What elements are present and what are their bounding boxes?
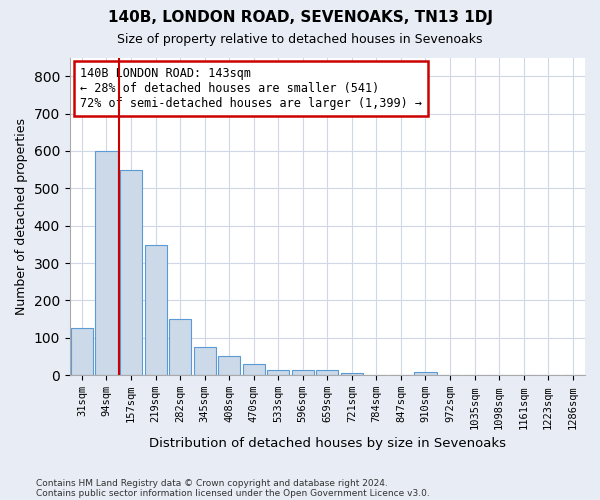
X-axis label: Distribution of detached houses by size in Sevenoaks: Distribution of detached houses by size … xyxy=(149,437,506,450)
Bar xyxy=(169,319,191,375)
Text: Contains public sector information licensed under the Open Government Licence v3: Contains public sector information licen… xyxy=(36,490,430,498)
Bar xyxy=(415,372,437,375)
Bar xyxy=(218,356,240,375)
Bar xyxy=(267,370,289,375)
Text: Contains HM Land Registry data © Crown copyright and database right 2024.: Contains HM Land Registry data © Crown c… xyxy=(36,478,388,488)
Bar xyxy=(292,370,314,375)
Bar xyxy=(242,364,265,375)
Text: 140B, LONDON ROAD, SEVENOAKS, TN13 1DJ: 140B, LONDON ROAD, SEVENOAKS, TN13 1DJ xyxy=(107,10,493,25)
Bar xyxy=(145,245,167,375)
Y-axis label: Number of detached properties: Number of detached properties xyxy=(15,118,28,315)
Bar xyxy=(120,170,142,375)
Bar xyxy=(341,372,363,375)
Bar xyxy=(71,328,93,375)
Bar xyxy=(316,370,338,375)
Text: 140B LONDON ROAD: 143sqm
← 28% of detached houses are smaller (541)
72% of semi-: 140B LONDON ROAD: 143sqm ← 28% of detach… xyxy=(80,67,422,110)
Bar xyxy=(95,151,118,375)
Text: Size of property relative to detached houses in Sevenoaks: Size of property relative to detached ho… xyxy=(117,32,483,46)
Bar xyxy=(194,347,215,375)
